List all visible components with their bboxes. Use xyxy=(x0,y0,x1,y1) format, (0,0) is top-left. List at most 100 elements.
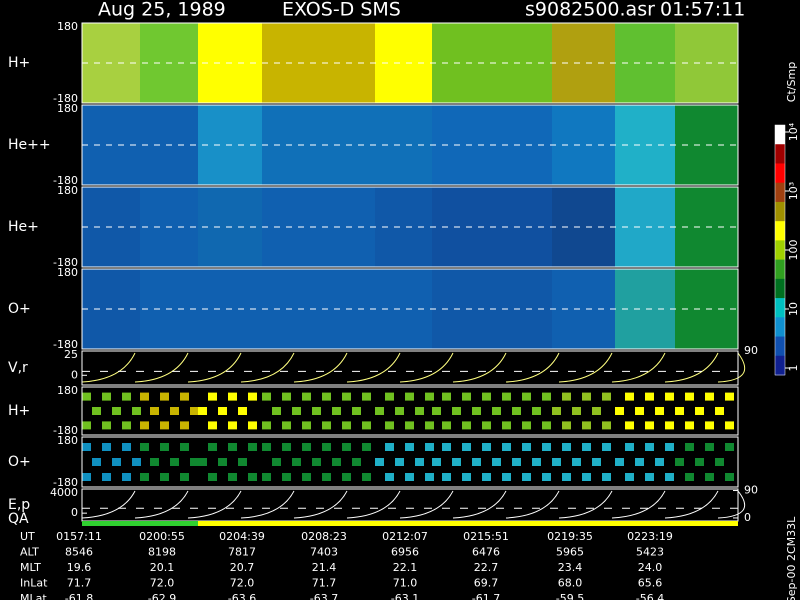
panel-label: O+ xyxy=(8,454,31,470)
file-name: s9082500.asr xyxy=(525,0,655,21)
spectrogram-cell xyxy=(462,443,471,451)
spectrogram-cell xyxy=(695,458,704,466)
spectrogram-cell xyxy=(362,421,371,430)
spectrogram-cell xyxy=(502,392,511,401)
spectrogram-segment xyxy=(262,23,375,103)
spectrogram-cell xyxy=(150,458,159,466)
spectrogram-cell xyxy=(132,458,141,466)
qa-segment xyxy=(432,521,552,526)
spectrogram-cell xyxy=(425,392,434,401)
spectrogram-cell xyxy=(140,421,149,430)
spectrogram-cell xyxy=(482,392,491,401)
panel-label: He+ xyxy=(8,219,39,235)
spectrogram-cell xyxy=(180,392,189,401)
row-value: -61.7 xyxy=(472,592,500,600)
spectrogram-cell xyxy=(342,443,351,451)
spectrogram-cell xyxy=(522,473,531,481)
row-value: 0219:35 xyxy=(547,530,593,543)
row-value: 68.0 xyxy=(558,577,583,590)
panel-frame xyxy=(81,488,739,522)
spectrogram-cell xyxy=(160,443,169,451)
spectrogram-cell xyxy=(705,443,714,451)
colorbar-tick-label: 100 xyxy=(787,240,800,261)
spectrogram-cell xyxy=(140,473,149,481)
row-value: 5423 xyxy=(636,546,664,559)
spectrogram-cell xyxy=(655,407,664,415)
colorbar-cell xyxy=(775,125,785,145)
spectrogram-cell xyxy=(102,421,111,430)
spectrogram-cell xyxy=(342,392,351,401)
row-label: MLat xyxy=(20,592,47,600)
spectrogram-cell xyxy=(415,407,424,415)
spectrogram-cell xyxy=(180,443,189,451)
spectrogram-cell xyxy=(362,392,371,401)
row-value: 72.0 xyxy=(150,577,175,590)
spectrogram-cell xyxy=(122,392,131,401)
spectrogram-cell xyxy=(272,458,281,466)
spectrogram-cell xyxy=(715,407,724,415)
panel-frame xyxy=(81,350,739,386)
spectrogram-cell xyxy=(262,392,271,401)
spectrogram-cell xyxy=(725,392,734,401)
spectrogram-cell xyxy=(302,473,311,481)
row-value: 7403 xyxy=(310,546,338,559)
spectrogram-cell xyxy=(462,421,471,430)
row-value: 0208:23 xyxy=(301,530,347,543)
spectrogram-cell xyxy=(552,458,561,466)
spectrogram-cell xyxy=(562,473,571,481)
spectrogram-cell xyxy=(228,392,237,401)
colorbar-cell xyxy=(775,317,785,338)
spectrogram-cell xyxy=(405,473,414,481)
time: 01:57:11 xyxy=(660,0,745,21)
spectrogram-cell xyxy=(582,421,591,430)
row-value: 0223:19 xyxy=(627,530,673,543)
spectrogram-cell xyxy=(645,443,654,451)
spectrogram-cell xyxy=(705,392,714,401)
y-tick-label: -180 xyxy=(53,338,78,351)
spectrogram-cell xyxy=(208,392,217,401)
row-value: 19.6 xyxy=(67,561,92,574)
row-value: 7817 xyxy=(228,546,256,559)
spectrogram-cell xyxy=(705,473,714,481)
spectrogram-cell xyxy=(582,443,591,451)
panel-frame xyxy=(81,22,739,104)
spectrogram-segment xyxy=(552,105,615,185)
row-value: -63.6 xyxy=(228,592,256,600)
colorbar-cell xyxy=(775,201,785,222)
spectrogram-cell xyxy=(562,443,571,451)
colorbar-cell xyxy=(775,259,785,280)
spectrogram-cell xyxy=(122,443,131,451)
spectrogram-cell xyxy=(228,421,237,430)
spectrogram-cell xyxy=(425,421,434,430)
spectrogram-cell xyxy=(695,407,704,415)
spectrogram-cell xyxy=(102,443,111,451)
spectrogram-cell xyxy=(685,443,694,451)
spectrogram-cell xyxy=(302,443,311,451)
spectrogram-cell xyxy=(282,392,291,401)
spectrogram-cell xyxy=(572,407,581,415)
y-tick-label: 180 xyxy=(57,20,78,33)
spectrogram-cell xyxy=(238,407,247,415)
spectrogram-cell xyxy=(685,473,694,481)
y2-tick-label: 90 xyxy=(744,344,758,357)
spectrogram-cell xyxy=(282,421,291,430)
y-tick-label: -180 xyxy=(53,476,78,489)
spectrogram-cell xyxy=(218,458,227,466)
colorbar-tick-label: 10 xyxy=(787,302,800,316)
spectrogram-cell xyxy=(248,392,257,401)
spectrogram-segment xyxy=(262,187,375,267)
spectrogram-cell xyxy=(705,421,714,430)
spectrogram-cell xyxy=(562,421,571,430)
spectrogram-cell xyxy=(395,458,404,466)
spectrogram-cell xyxy=(645,473,654,481)
row-label: ALT xyxy=(20,546,39,559)
spectrogram-cell xyxy=(248,473,257,481)
y2-tick-label: 90 xyxy=(744,484,758,497)
spectrogram-cell xyxy=(228,443,237,451)
row-label: UT xyxy=(20,530,35,543)
y-tick-label: 180 xyxy=(57,384,78,397)
spectrogram-cell xyxy=(272,407,281,415)
row-value: 8198 xyxy=(148,546,176,559)
spectrogram-cell xyxy=(248,421,257,430)
